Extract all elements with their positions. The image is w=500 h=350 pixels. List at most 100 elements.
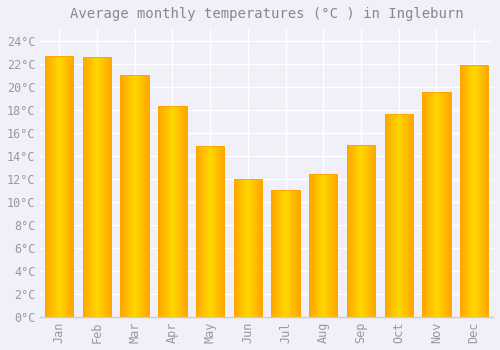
Bar: [329, 174, 330, 317]
Bar: [353, 145, 354, 317]
Bar: [297, 190, 298, 317]
Bar: [178, 106, 179, 317]
Bar: [422, 92, 450, 317]
Bar: [474, 65, 475, 317]
Bar: [398, 114, 400, 317]
Bar: [184, 106, 185, 317]
Bar: [428, 92, 429, 317]
Bar: [463, 65, 464, 317]
Bar: [60, 56, 61, 317]
Bar: [146, 75, 147, 317]
Bar: [46, 56, 48, 317]
Bar: [236, 179, 237, 317]
Bar: [444, 92, 445, 317]
Bar: [333, 174, 334, 317]
Bar: [470, 65, 471, 317]
Bar: [54, 56, 55, 317]
Bar: [311, 174, 312, 317]
Bar: [171, 106, 172, 317]
Bar: [72, 56, 73, 317]
Bar: [140, 75, 141, 317]
Bar: [255, 179, 256, 317]
Bar: [471, 65, 472, 317]
Bar: [393, 114, 394, 317]
Bar: [234, 179, 262, 317]
Bar: [312, 174, 313, 317]
Bar: [480, 65, 481, 317]
Bar: [259, 179, 260, 317]
Bar: [57, 56, 58, 317]
Bar: [487, 65, 488, 317]
Bar: [448, 92, 449, 317]
Bar: [206, 146, 208, 317]
Bar: [56, 56, 57, 317]
Bar: [196, 146, 197, 317]
Bar: [61, 56, 62, 317]
Bar: [159, 106, 160, 317]
Bar: [285, 190, 286, 317]
Bar: [129, 75, 130, 317]
Bar: [162, 106, 164, 317]
Bar: [99, 57, 100, 317]
Bar: [293, 190, 294, 317]
Bar: [62, 56, 63, 317]
Bar: [45, 56, 46, 317]
Bar: [355, 145, 356, 317]
Bar: [460, 65, 488, 317]
Bar: [328, 174, 329, 317]
Bar: [314, 174, 315, 317]
Bar: [214, 146, 215, 317]
Bar: [136, 75, 137, 317]
Bar: [133, 75, 134, 317]
Bar: [295, 190, 296, 317]
Bar: [273, 190, 274, 317]
Bar: [446, 92, 447, 317]
Bar: [143, 75, 144, 317]
Bar: [430, 92, 431, 317]
Bar: [460, 65, 461, 317]
Bar: [144, 75, 145, 317]
Bar: [130, 75, 131, 317]
Bar: [337, 174, 338, 317]
Bar: [362, 145, 364, 317]
Bar: [475, 65, 476, 317]
Bar: [384, 114, 385, 317]
Bar: [431, 92, 432, 317]
Bar: [483, 65, 484, 317]
Bar: [473, 65, 474, 317]
Bar: [409, 114, 410, 317]
Bar: [183, 106, 184, 317]
Bar: [422, 92, 423, 317]
Bar: [365, 145, 366, 317]
Bar: [242, 179, 244, 317]
Bar: [64, 56, 65, 317]
Bar: [106, 57, 107, 317]
Bar: [410, 114, 411, 317]
Bar: [135, 75, 136, 317]
Bar: [478, 65, 480, 317]
Bar: [272, 190, 273, 317]
Bar: [310, 174, 311, 317]
Bar: [108, 57, 109, 317]
Bar: [320, 174, 321, 317]
Bar: [52, 56, 53, 317]
Bar: [209, 146, 210, 317]
Bar: [92, 57, 93, 317]
Bar: [274, 190, 275, 317]
Bar: [120, 75, 149, 317]
Bar: [290, 190, 291, 317]
Bar: [291, 190, 292, 317]
Bar: [238, 179, 239, 317]
Bar: [462, 65, 463, 317]
Bar: [250, 179, 251, 317]
Bar: [326, 174, 327, 317]
Bar: [196, 146, 224, 317]
Bar: [292, 190, 293, 317]
Bar: [315, 174, 316, 317]
Bar: [105, 57, 106, 317]
Bar: [358, 145, 360, 317]
Bar: [316, 174, 317, 317]
Bar: [361, 145, 362, 317]
Bar: [432, 92, 433, 317]
Bar: [223, 146, 224, 317]
